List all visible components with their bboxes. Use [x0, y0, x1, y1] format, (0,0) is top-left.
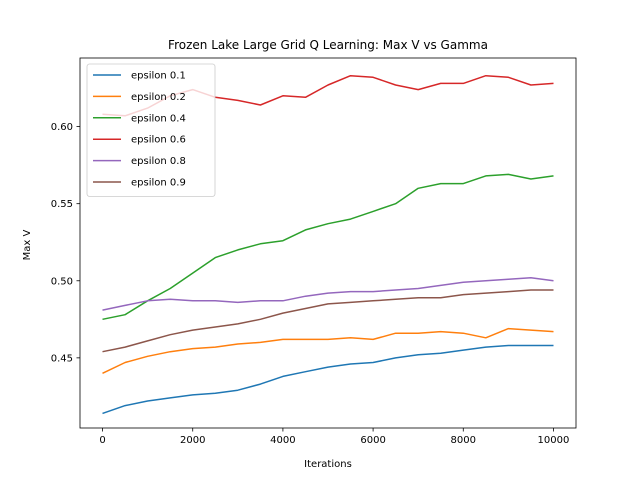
series-line-2: [102, 327, 554, 374]
x-tick-label: 4000: [270, 435, 295, 446]
legend: epsilon 0.1 epsilon 0.2 epsilon 0.4 epsilon…: [86, 63, 216, 197]
y-tick-label: 0.60: [51, 122, 73, 133]
plot-frame: [79, 57, 577, 429]
x-tick-label: 0: [99, 435, 105, 446]
legend-label: epsilon 0.2: [131, 92, 186, 103]
legend-label: epsilon 0.4: [131, 113, 186, 124]
x-tick-label: 2000: [180, 435, 205, 446]
y-tick-label: 0.50: [51, 276, 73, 287]
y-axis-title: Max V: [22, 229, 33, 260]
series-line-1: [102, 344, 554, 415]
legend-label: epsilon 0.9: [131, 178, 186, 189]
x-tick-label: 6000: [360, 435, 385, 446]
series-line-5: [102, 276, 554, 311]
axes-layer: 0 2000 4000 6000 8000 10000 0.45 0.50 0.55 0.60: [51, 57, 577, 446]
legend-label: epsilon 0.1: [131, 71, 186, 82]
series-line-3: [102, 173, 554, 321]
x-tick-label: 10000: [538, 435, 570, 446]
legend-label: epsilon 0.8: [131, 156, 186, 167]
x-axis-title: Iterations: [304, 459, 352, 470]
legend-label: epsilon 0.6: [131, 135, 186, 146]
series-line-6: [102, 289, 554, 353]
y-tick-label: 0.45: [51, 353, 73, 364]
x-tick-label: 8000: [451, 435, 476, 446]
y-tick-label: 0.55: [51, 199, 73, 210]
chart-title: Frozen Lake Large Grid Q Learning: Max V…: [168, 38, 488, 52]
